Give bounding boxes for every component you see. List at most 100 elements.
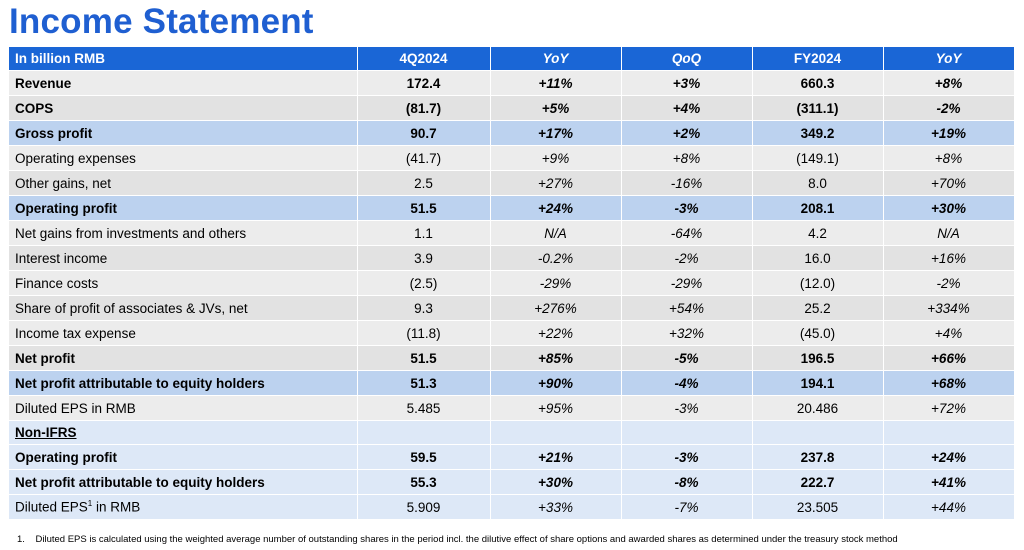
cell-yoy: +24%: [490, 195, 622, 221]
cell-fy-yoy: +72%: [883, 395, 1015, 421]
cell-4q: 3.9: [357, 245, 491, 271]
header-fy2024: FY2024: [752, 47, 884, 71]
cell-4q: 2.5: [357, 170, 491, 196]
row-label: Other gains, net: [9, 170, 358, 196]
table-row: Diluted EPS in RMB 5.485 +95% -3% 20.486…: [9, 395, 1015, 421]
cell-fy: 23.505: [752, 494, 884, 520]
eps-label-suffix: in RMB: [92, 499, 141, 515]
table-row: Net gains from investments and others 1.…: [9, 220, 1015, 246]
cell-4q: 59.5: [357, 444, 491, 470]
row-label: Net profit attributable to equity holder…: [9, 469, 358, 495]
header-qoq: QoQ: [621, 47, 753, 71]
cell-yoy: +27%: [490, 170, 622, 196]
table-row: Operating expenses (41.7) +9% +8% (149.1…: [9, 145, 1015, 171]
cell-fy-yoy: +24%: [883, 444, 1015, 470]
cell-fy-yoy: +8%: [883, 70, 1015, 96]
cell-yoy: +33%: [490, 494, 622, 520]
non-ifrs-row: Net profit attributable to equity holder…: [9, 469, 1015, 495]
non-ifrs-heading: Non-IFRS: [15, 425, 77, 440]
header-fy-yoy: YoY: [883, 47, 1015, 71]
row-label: Gross profit: [9, 120, 358, 146]
cell-yoy: +5%: [490, 95, 622, 121]
cell-yoy: +30%: [490, 469, 622, 495]
footnote: 1. Diluted EPS is calculated using the w…: [17, 534, 898, 545]
row-label: Net profit attributable to equity holder…: [9, 370, 358, 396]
cell-4q: 51.3: [357, 370, 491, 396]
non-ifrs-heading-row: Non-IFRS: [9, 420, 1015, 445]
cell-4q: (11.8): [357, 320, 491, 346]
cell-4q: 51.5: [357, 345, 491, 371]
cell-fy: 196.5: [752, 345, 884, 371]
cell-4q: (2.5): [357, 270, 491, 296]
cell-qoq: -16%: [621, 170, 753, 196]
header-unit-label: In billion RMB: [9, 47, 358, 71]
cell-fy: 222.7: [752, 469, 884, 495]
cell-fy: 20.486: [752, 395, 884, 421]
cell-yoy: +276%: [490, 295, 622, 321]
header-4q2024: 4Q2024: [357, 47, 491, 71]
cell-qoq: +2%: [621, 120, 753, 146]
cell-fy-yoy: +44%: [883, 494, 1015, 520]
table-row: Income tax expense (11.8) +22% +32% (45.…: [9, 320, 1015, 346]
cell-fy: 194.1: [752, 370, 884, 396]
cell-fy-yoy: +19%: [883, 120, 1015, 146]
table-header-row: In billion RMB 4Q2024 YoY QoQ FY2024 YoY: [9, 47, 1015, 71]
cell-qoq: -7%: [621, 494, 753, 520]
cell-yoy: +95%: [490, 395, 622, 421]
row-label: Operating profit: [9, 195, 358, 221]
cell-yoy: -0.2%: [490, 245, 622, 271]
cell-fy-yoy: -2%: [883, 270, 1015, 296]
table-row-highlight: Net profit attributable to equity holder…: [9, 370, 1015, 396]
cell-yoy: +90%: [490, 370, 622, 396]
cell-qoq: +4%: [621, 95, 753, 121]
cell-4q: 172.4: [357, 70, 491, 96]
cell-fy-yoy: +68%: [883, 370, 1015, 396]
cell-qoq: -8%: [621, 469, 753, 495]
cell-fy: 25.2: [752, 295, 884, 321]
non-ifrs-row: Operating profit 59.5 +21% -3% 237.8 +24…: [9, 444, 1015, 470]
cell-yoy: -29%: [490, 270, 622, 296]
eps-label-text: Diluted EPS: [15, 499, 88, 515]
cell-fy-yoy: +8%: [883, 145, 1015, 171]
income-statement-table: In billion RMB 4Q2024 YoY QoQ FY2024 YoY…: [9, 47, 1015, 520]
cell-fy: 208.1: [752, 195, 884, 221]
cell-qoq: -3%: [621, 444, 753, 470]
cell-fy-yoy: +30%: [883, 195, 1015, 221]
cell-4q: (81.7): [357, 95, 491, 121]
non-ifrs-row: Diluted EPS1 in RMB 5.909 +33% -7% 23.50…: [9, 494, 1015, 520]
cell-fy: (149.1): [752, 145, 884, 171]
cell-qoq: -5%: [621, 345, 753, 371]
cell-yoy: +11%: [490, 70, 622, 96]
table-row: Other gains, net 2.5 +27% -16% 8.0 +70%: [9, 170, 1015, 196]
row-label: Finance costs: [9, 270, 358, 296]
row-label: Operating profit: [9, 444, 358, 470]
cell-fy: 8.0: [752, 170, 884, 196]
non-ifrs-heading-cell: Non-IFRS: [9, 420, 358, 445]
footnote-number: 1.: [17, 534, 25, 545]
row-label: Revenue: [9, 70, 358, 96]
cell-fy: 660.3: [752, 70, 884, 96]
cell-qoq: +54%: [621, 295, 753, 321]
cell-4q: 5.485: [357, 395, 491, 421]
table-row-highlight: Gross profit 90.7 +17% +2% 349.2 +19%: [9, 120, 1015, 146]
cell-yoy: N/A: [490, 220, 622, 246]
row-label: Diluted EPS in RMB: [9, 395, 358, 421]
cell-fy: 4.2: [752, 220, 884, 246]
cell-qoq: -3%: [621, 395, 753, 421]
table-row: Share of profit of associates & JVs, net…: [9, 295, 1015, 321]
cell-qoq: -64%: [621, 220, 753, 246]
page-title: Income Statement: [9, 2, 314, 41]
table-row: COPS (81.7) +5% +4% (311.1) -2%: [9, 95, 1015, 121]
row-label: Net profit: [9, 345, 358, 371]
cell-yoy: +9%: [490, 145, 622, 171]
cell-4q: 51.5: [357, 195, 491, 221]
cell-yoy: +22%: [490, 320, 622, 346]
cell-yoy: +85%: [490, 345, 622, 371]
cell-qoq: +8%: [621, 145, 753, 171]
cell-fy-yoy: +334%: [883, 295, 1015, 321]
header-yoy: YoY: [490, 47, 622, 71]
row-label: Income tax expense: [9, 320, 358, 346]
cell-qoq: -3%: [621, 195, 753, 221]
cell-fy-yoy: -2%: [883, 95, 1015, 121]
cell-fy-yoy: +70%: [883, 170, 1015, 196]
